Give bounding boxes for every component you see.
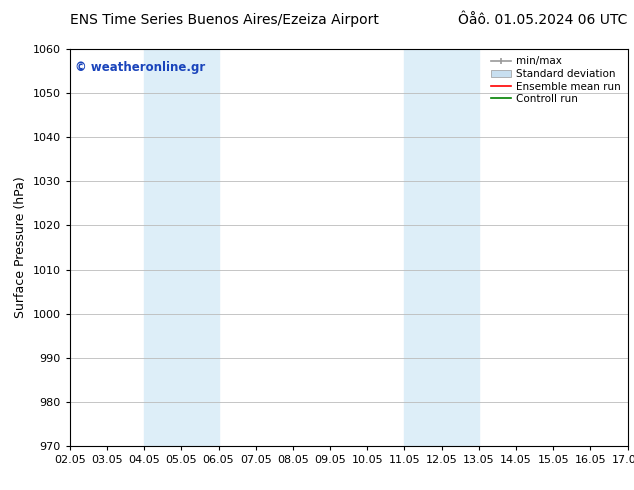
Title: ENS Time Series Buenos Aires/Ezeiza Airport      Ôåô. 01.05.2024 06 UTC: ENS Time Series Buenos Aires/Ezeiza Airp… [0, 489, 1, 490]
Bar [144, 49, 219, 446]
Text: ENS Time Series Buenos Aires/Ezeiza Airport: ENS Time Series Buenos Aires/Ezeiza Airp… [70, 13, 378, 27]
Bar [404, 49, 479, 446]
Y-axis label: Surface Pressure (hPa): Surface Pressure (hPa) [14, 176, 27, 318]
Text: Ôåô. 01.05.2024 06 UTC: Ôåô. 01.05.2024 06 UTC [458, 13, 628, 27]
Legend: min/max, Standard deviation, Ensemble mean run, Controll run: min/max, Standard deviation, Ensemble me… [489, 54, 623, 106]
Text: © weatheronline.gr: © weatheronline.gr [75, 61, 205, 74]
